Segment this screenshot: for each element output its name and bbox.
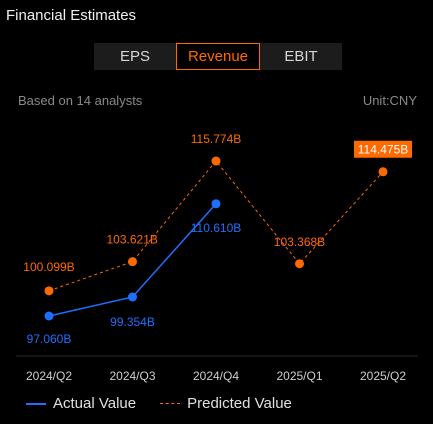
actual-value-label: 97.060B [27, 332, 72, 346]
x-tick-label: 2024/Q4 [193, 369, 239, 383]
predicted-value-point [128, 257, 137, 267]
highlighted-label-box [354, 140, 412, 158]
currency-unit: Unit:CNY [362, 93, 417, 108]
chart-legend: Actual Value Predicted Value [26, 395, 316, 412]
legend-swatch-actual [26, 402, 46, 405]
actual-value-label: 110.610B [191, 221, 242, 235]
metric-tabs: EPS Revenue EBIT [94, 43, 342, 70]
x-tick-label: 2024/Q3 [109, 369, 155, 383]
predicted-value-point [378, 167, 388, 177]
analysts-count: Based on 14 analysts [18, 93, 143, 108]
actual-value-point [128, 292, 137, 302]
predicted-value-point [44, 286, 54, 296]
actual-value-point [211, 199, 221, 209]
x-tick-label: 2025/Q1 [276, 369, 322, 383]
predicted-value-point [211, 156, 221, 166]
legend-label-actual: Actual Value [53, 395, 137, 412]
tab-revenue[interactable]: Revenue [176, 43, 260, 70]
panel-title: Financial Estimates [6, 7, 137, 24]
tab-ebit[interactable]: EBIT [284, 48, 318, 65]
x-tick-label: 2025/Q2 [360, 369, 406, 383]
x-tick-label: 2024/Q2 [26, 369, 72, 383]
actual-value-point [44, 311, 54, 321]
predicted-value-label: 100.099B [23, 260, 74, 274]
legend-item-predicted[interactable]: Predicted Value [160, 395, 292, 412]
tab-eps[interactable]: EPS [119, 48, 150, 65]
predicted-value-label: 103.621B [107, 233, 158, 247]
legend-item-actual[interactable]: Actual Value [26, 395, 136, 412]
actual-value-label: 99.354B [110, 315, 155, 329]
predicted-value-label: 114.475B [358, 142, 409, 156]
legend-label-predicted: Predicted Value [187, 395, 292, 412]
predicted-value-point [295, 259, 304, 269]
legend-swatch-predicted [160, 403, 181, 404]
predicted-value-label: 103.368B [274, 235, 325, 249]
predicted-value-label: 115.774B [191, 132, 242, 146]
